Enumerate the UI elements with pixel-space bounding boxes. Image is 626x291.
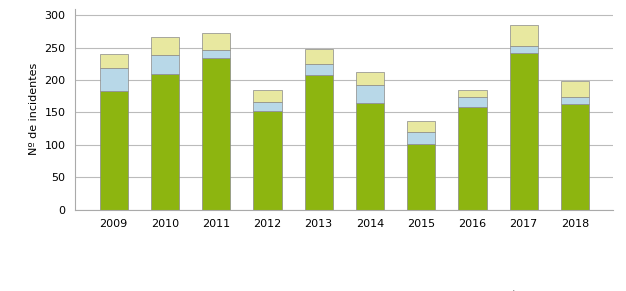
- Bar: [458, 90, 486, 97]
- Legend: Rede origem MAT, Rede origem AT, Redes origem externas à RNT: Rede origem MAT, Rede origem AT, Redes o…: [146, 290, 543, 291]
- Bar: [458, 107, 486, 210]
- Bar: [305, 75, 333, 210]
- Bar: [151, 74, 179, 210]
- Bar: [561, 104, 589, 210]
- Bar: [510, 54, 538, 210]
- Bar: [407, 144, 435, 210]
- Bar: [202, 58, 230, 210]
- Bar: [458, 97, 486, 107]
- Bar: [151, 55, 179, 74]
- Bar: [254, 111, 282, 210]
- Bar: [561, 97, 589, 104]
- Bar: [305, 49, 333, 64]
- Bar: [100, 68, 128, 91]
- Bar: [356, 103, 384, 210]
- Bar: [407, 132, 435, 144]
- Bar: [202, 33, 230, 49]
- Bar: [305, 64, 333, 75]
- Bar: [151, 37, 179, 55]
- Bar: [100, 91, 128, 210]
- Bar: [100, 54, 128, 68]
- Bar: [356, 84, 384, 103]
- Bar: [561, 81, 589, 97]
- Bar: [510, 46, 538, 54]
- Bar: [510, 25, 538, 46]
- Bar: [356, 72, 384, 84]
- Bar: [254, 90, 282, 102]
- Y-axis label: Nº de incidentes: Nº de incidentes: [29, 63, 39, 155]
- Bar: [407, 121, 435, 132]
- Bar: [254, 102, 282, 111]
- Bar: [202, 49, 230, 58]
